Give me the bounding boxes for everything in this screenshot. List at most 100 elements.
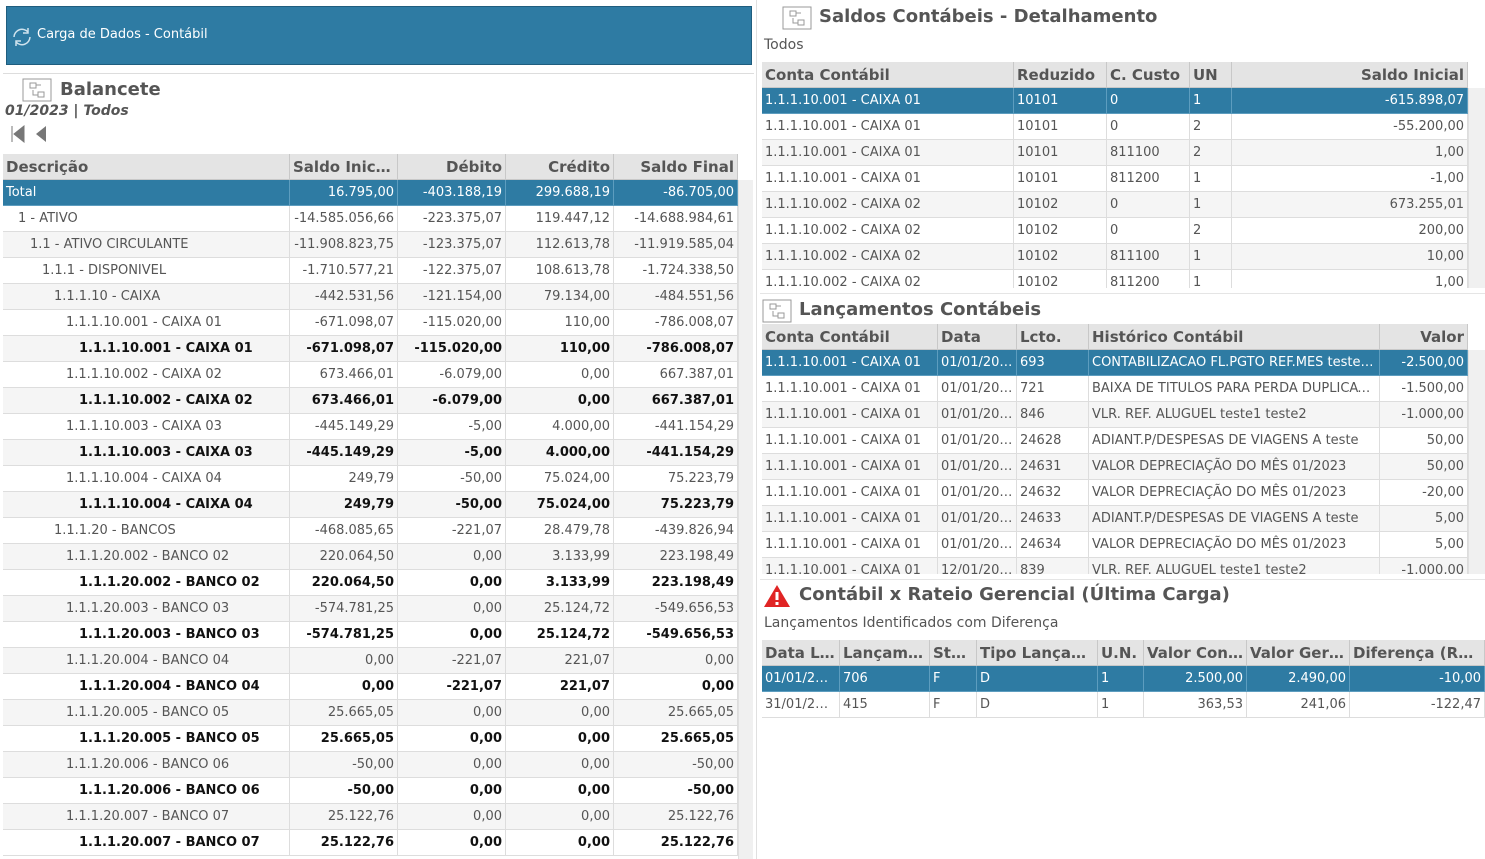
grid-cell[interactable]: 415 [840, 692, 930, 718]
grid-cell[interactable]: 01/01/2023 [938, 428, 1017, 454]
grid-cell[interactable]: 200,00 [1232, 218, 1468, 244]
grid-cell[interactable]: -445.149,29 [290, 414, 398, 440]
grid-cell[interactable]: VALOR DEPRECIAÇÃO DO MÊS 01/2023 [1089, 480, 1380, 506]
column-header[interactable]: Saldo Inicial [290, 154, 398, 180]
grid-cell[interactable]: 01/01/2023 [938, 350, 1017, 376]
grid-cell[interactable]: -6.079,00 [398, 388, 506, 414]
grid-cell[interactable]: VLR. REF. ALUGUEL teste1 teste2 [1089, 558, 1380, 574]
grid-cell[interactable]: 1,00 [1232, 270, 1468, 288]
grid-cell[interactable]: 1.1.1.20.007 - BANCO 07 [3, 804, 290, 830]
grid-cell[interactable]: 10101 [1014, 166, 1107, 192]
grid-cell[interactable]: 0 [1107, 114, 1190, 140]
grid-cell[interactable]: -123.375,07 [398, 232, 506, 258]
grid-cell[interactable]: 75.223,79 [614, 492, 738, 518]
grid-cell[interactable]: 1.1.1.10.003 - CAIXA 03 [3, 440, 290, 466]
grid-cell[interactable]: 1.1.1.10.002 - CAIXA 02 [3, 388, 290, 414]
grid-cell[interactable]: 846 [1017, 402, 1089, 428]
grid-cell[interactable]: 1.1.1.20.002 - BANCO 02 [3, 544, 290, 570]
grid-cell[interactable]: 24628 [1017, 428, 1089, 454]
column-header[interactable]: Diferença (Rateio) [1350, 640, 1485, 666]
grid-cell[interactable]: 5,00 [1380, 532, 1468, 558]
grid-cell[interactable]: 0,00 [614, 674, 738, 700]
grid-cell[interactable]: 241,06 [1247, 692, 1350, 718]
grid-cell[interactable]: -221,07 [398, 648, 506, 674]
scrollbar[interactable] [1468, 350, 1485, 574]
grid-cell[interactable]: 25.665,05 [614, 726, 738, 752]
column-header[interactable]: Saldo Final [614, 154, 738, 180]
grid-cell[interactable]: 10102 [1014, 270, 1107, 288]
grid-cell[interactable]: BAIXA DE TITULOS PARA PERDA DUPLICATA @.… [1089, 376, 1380, 402]
grid-cell[interactable]: 220.064,50 [290, 570, 398, 596]
grid-cell[interactable]: 25.122,76 [290, 830, 398, 856]
grid-cell[interactable]: 2 [1190, 218, 1232, 244]
grid-cell[interactable]: -1.000,00 [1380, 402, 1468, 428]
grid-cell[interactable]: 0,00 [398, 752, 506, 778]
grid-cell[interactable]: 1.1.1.10.001 - CAIXA 01 [3, 310, 290, 336]
grid-cell[interactable]: 0,00 [506, 362, 614, 388]
grid-cell[interactable]: VLR. REF. ALUGUEL teste1 teste2 [1089, 402, 1380, 428]
grid-cell[interactable]: 25.124,72 [506, 622, 614, 648]
grid-cell[interactable]: 75.024,00 [506, 492, 614, 518]
grid-cell[interactable]: 706 [840, 666, 930, 692]
grid-cell[interactable]: 108.613,78 [506, 258, 614, 284]
grid-cell[interactable]: 1.1.1.10.001 - CAIXA 01 [762, 114, 1014, 140]
grid-cell[interactable]: 1.1.1.20.005 - BANCO 05 [3, 726, 290, 752]
grid-cell[interactable]: 1.1.1.10.001 - CAIXA 01 [762, 402, 938, 428]
grid-cell[interactable]: -121.154,00 [398, 284, 506, 310]
grid-cell[interactable]: D [977, 692, 1098, 718]
grid-cell[interactable]: 299.688,19 [506, 180, 614, 206]
grid-cell[interactable]: 1.1.1.10.002 - CAIXA 02 [3, 362, 290, 388]
grid-cell[interactable]: -10,00 [1350, 666, 1485, 692]
grid-cell[interactable]: 673.466,01 [290, 362, 398, 388]
grid-cell[interactable]: 721 [1017, 376, 1089, 402]
grid-cell[interactable]: 1 [1190, 270, 1232, 288]
grid-cell[interactable]: 1.1.1.20.003 - BANCO 03 [3, 596, 290, 622]
grid-cell[interactable]: -11.908.823,75 [290, 232, 398, 258]
grid-cell[interactable]: -1.500,00 [1380, 376, 1468, 402]
grid-cell[interactable]: -786.008,07 [614, 310, 738, 336]
grid-cell[interactable]: -1.000,00 [1380, 558, 1468, 574]
grid-cell[interactable]: 112.613,78 [506, 232, 614, 258]
grid-cell[interactable]: 221,07 [506, 674, 614, 700]
column-header[interactable]: Histórico Contábil [1089, 324, 1380, 350]
grid-cell[interactable]: 25.122,76 [614, 804, 738, 830]
grid-cell[interactable]: 01/01/2023 [938, 480, 1017, 506]
grid-cell[interactable]: 79.134,00 [506, 284, 614, 310]
grid-cell[interactable]: 1.1.1.10.001 - CAIXA 01 [762, 376, 938, 402]
grid-cell[interactable]: 1.1.1.10.001 - CAIXA 01 [762, 166, 1014, 192]
grid-cell[interactable]: -439.826,94 [614, 518, 738, 544]
grid-cell[interactable]: 667.387,01 [614, 362, 738, 388]
grid-cell[interactable]: -615.898,07 [1232, 88, 1468, 114]
grid-cell[interactable]: -441.154,29 [614, 414, 738, 440]
column-header[interactable]: Reduzido [1014, 62, 1107, 88]
grid-cell[interactable]: 10101 [1014, 88, 1107, 114]
grid-cell[interactable]: 2 [1190, 140, 1232, 166]
grid-cell[interactable]: CONTABILIZACAO FL.PGTO REF.MES testesss [1089, 350, 1380, 376]
grid-cell[interactable]: 12/01/2023 [938, 558, 1017, 574]
nav-buttons[interactable] [8, 124, 58, 144]
load-button[interactable]: Carga de Dados - Contábil [6, 6, 752, 65]
grid-cell[interactable]: 31/01/2023 [762, 692, 840, 718]
grid-cell[interactable]: 10102 [1014, 244, 1107, 270]
column-header[interactable]: Tipo Lançame... [977, 640, 1098, 666]
grid-cell[interactable]: 1.1.1.20.004 - BANCO 04 [3, 674, 290, 700]
grid-cell[interactable]: 0,00 [290, 674, 398, 700]
grid-cell[interactable]: -122,47 [1350, 692, 1485, 718]
grid-cell[interactable]: 811200 [1107, 270, 1190, 288]
grid-cell[interactable]: 1.1.1.20.006 - BANCO 06 [3, 778, 290, 804]
grid-cell[interactable]: 0 [1107, 88, 1190, 114]
grid-cell[interactable]: 0,00 [506, 830, 614, 856]
grid-cell[interactable]: Total [3, 180, 290, 206]
grid-cell[interactable]: 363,53 [1144, 692, 1247, 718]
grid-cell[interactable]: 1 [1098, 666, 1144, 692]
grid-cell[interactable]: 0,00 [614, 648, 738, 674]
grid-cell[interactable]: 24633 [1017, 506, 1089, 532]
grid-cell[interactable]: 1.1.1.20.007 - BANCO 07 [3, 830, 290, 856]
column-header[interactable]: Crédito [506, 154, 614, 180]
grid-cell[interactable]: 1.1.1.20.006 - BANCO 06 [3, 752, 290, 778]
grid-cell[interactable]: 50,00 [1380, 428, 1468, 454]
grid-cell[interactable]: -5,00 [398, 440, 506, 466]
grid-cell[interactable]: 10102 [1014, 218, 1107, 244]
grid-cell[interactable]: ADIANT.P/DESPESAS DE VIAGENS A teste [1089, 506, 1380, 532]
grid-cell[interactable]: 25.122,76 [614, 830, 738, 856]
